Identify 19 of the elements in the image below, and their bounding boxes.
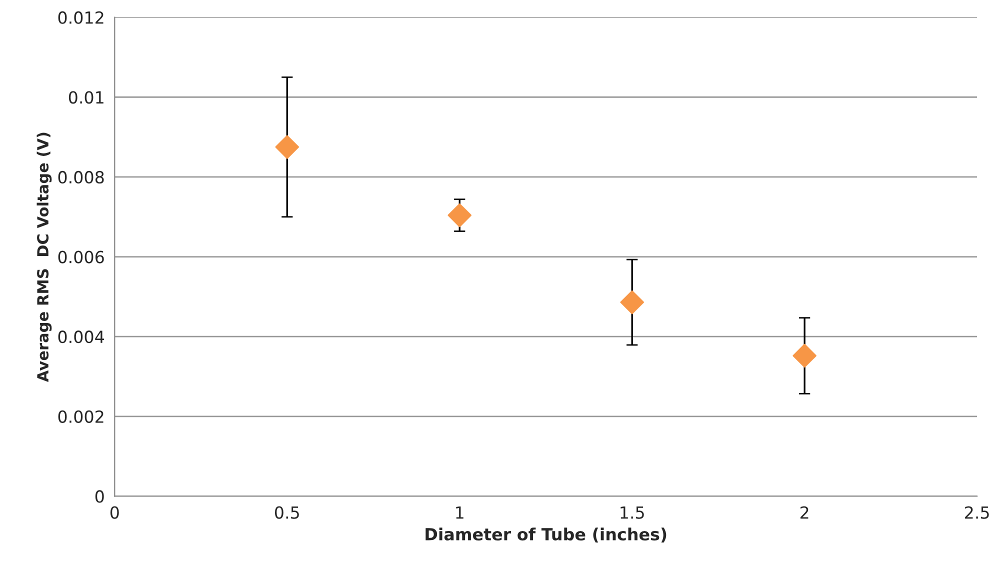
y-tick-label: 0.008 (58, 170, 104, 184)
y-tick-label: 0 (95, 490, 104, 503)
x-tick-label: 0 (110, 506, 119, 519)
x-axis-title: Diameter of Tube (inches) (426, 528, 666, 542)
y-tick-label: 0.012 (58, 11, 104, 24)
x-tick-label: 1 (456, 506, 464, 519)
point (620, 290, 644, 314)
x-tick-label: 2 (800, 506, 808, 519)
y-axis-title: Average RMS DC Voltage (V) (36, 132, 52, 382)
y-tick-label: 0.01 (68, 91, 104, 104)
y-tick-label: 0.004 (58, 330, 104, 344)
y-tick-label: 0.006 (58, 250, 104, 264)
point (448, 203, 472, 228)
x-tick-label: 0.5 (274, 506, 299, 519)
point (792, 344, 816, 368)
x-tick-label: 1.5 (620, 506, 644, 519)
y-tick-label: 0.002 (58, 410, 104, 423)
x-tick-label: 2.5 (965, 506, 989, 519)
point (275, 135, 300, 159)
